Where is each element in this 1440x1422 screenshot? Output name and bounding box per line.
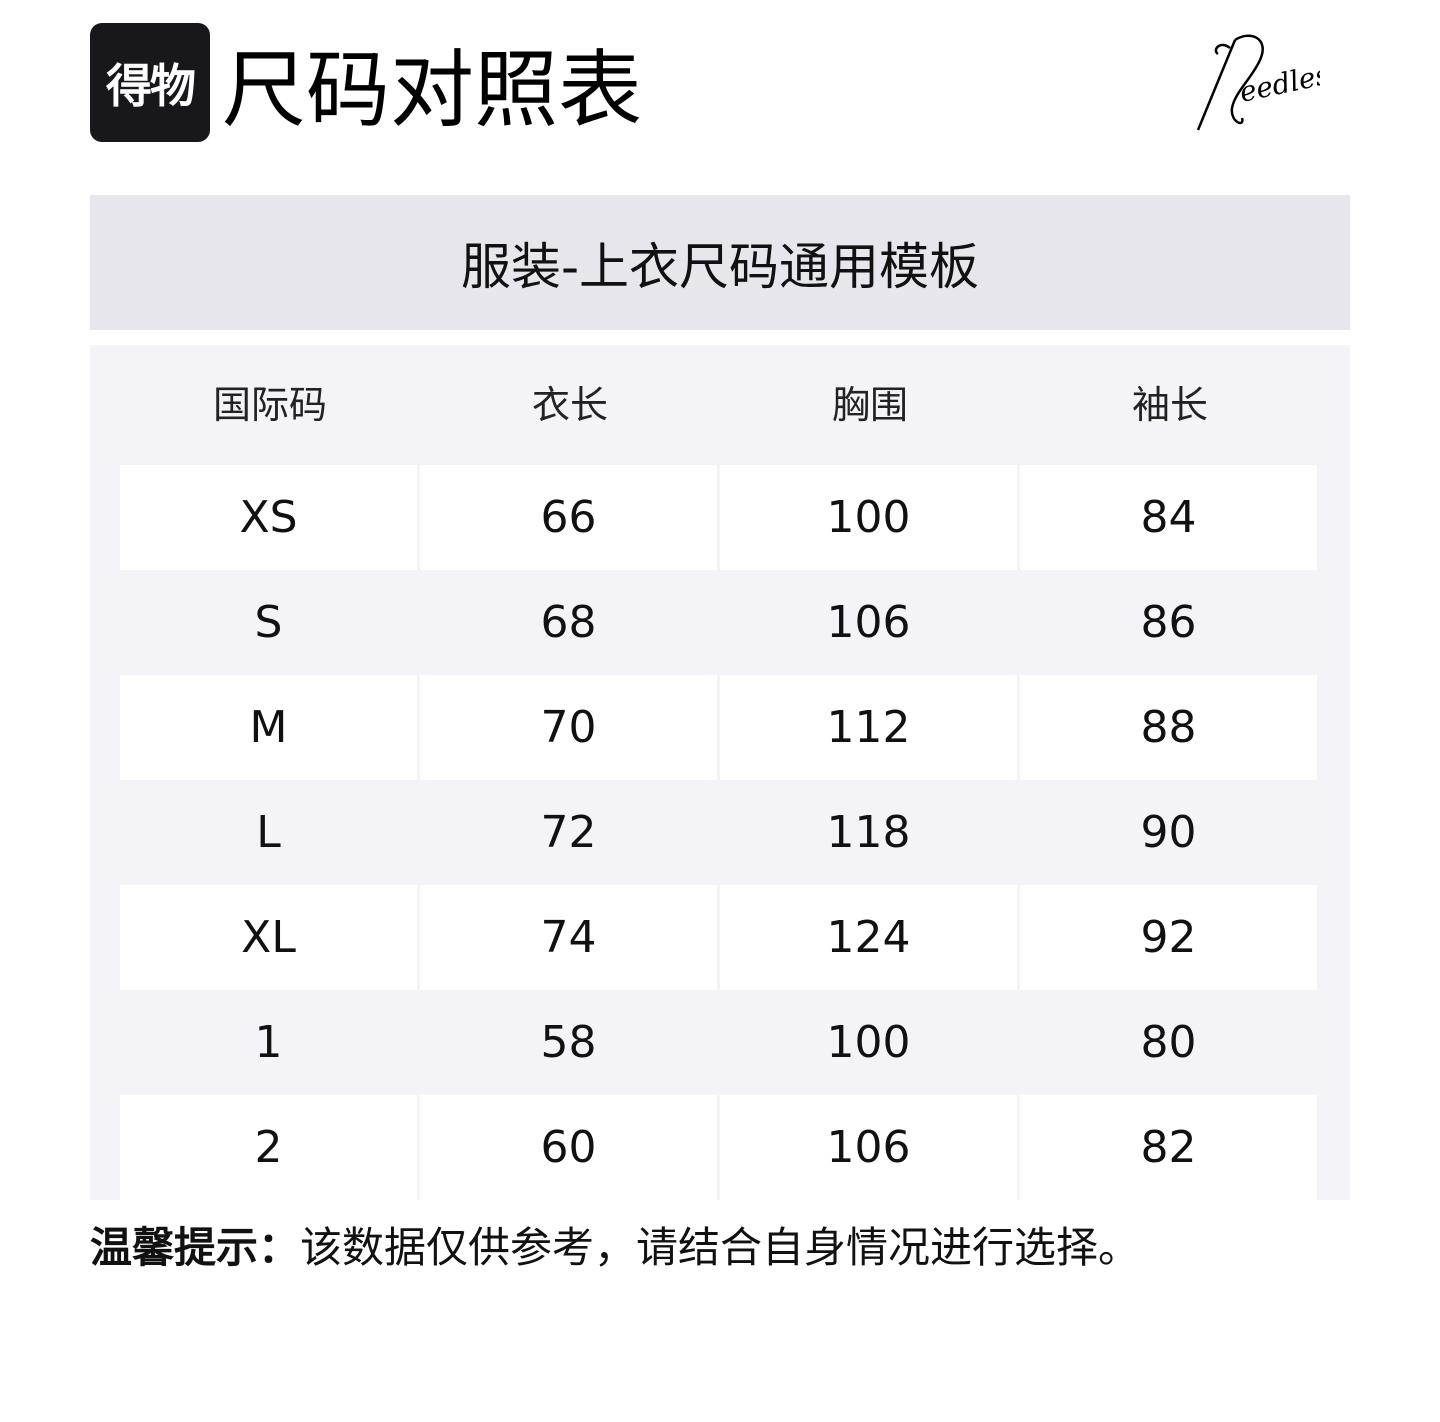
- table-cell: 2: [120, 1095, 417, 1200]
- table-row: 1 58 100 80: [120, 990, 1320, 1095]
- table-cell: 100: [720, 465, 1017, 570]
- table-header: 国际码 衣长 胸围 袖长: [120, 380, 1320, 430]
- size-table: 国际码 衣长 胸围 袖长 XS 66 100 84 S 68 106 86 M 70 112 88 L 7…: [90, 345, 1350, 1200]
- table-cell: 1: [254, 1017, 283, 1068]
- table-cell: 82: [1020, 1095, 1317, 1200]
- svg-text:eedles: eedles: [1237, 58, 1320, 109]
- table-cell: 112: [720, 675, 1017, 780]
- table-cell: 100: [826, 1017, 911, 1068]
- table-row: XS 66 100 84: [120, 465, 1320, 570]
- column-header: 胸围: [831, 383, 908, 427]
- table-row: L 72 118 90: [120, 780, 1320, 885]
- table-row: M 70 112 88: [120, 675, 1320, 780]
- table-cell: 60: [420, 1095, 717, 1200]
- footer-note: 温馨提示：该数据仅供参考，请结合自身情况进行选择。: [90, 1220, 1140, 1276]
- needles-brand-logo: eedles: [1196, 34, 1320, 131]
- table-cell: 106: [826, 597, 911, 648]
- table-cell: 70: [420, 675, 717, 780]
- table-cell: XL: [120, 885, 417, 990]
- footer-text: 该数据仅供参考，请结合自身情况进行选择。: [300, 1223, 1141, 1272]
- table-row: S 68 106 86: [120, 570, 1320, 675]
- column-header: 国际码: [212, 383, 327, 427]
- table-cell: 92: [1020, 885, 1317, 990]
- table-cell: 74: [420, 885, 717, 990]
- table-cell: XS: [120, 465, 417, 570]
- table-cell: L: [256, 807, 281, 858]
- table-cell: S: [254, 597, 283, 648]
- table-cell: 72: [540, 807, 597, 858]
- table-row: 2 60 106 82: [120, 1095, 1320, 1200]
- table-cell: 84: [1020, 465, 1317, 570]
- table-cell: 118: [826, 807, 911, 858]
- table-cell: 106: [720, 1095, 1017, 1200]
- table-cell: 66: [420, 465, 717, 570]
- table-row: XL 74 124 92: [120, 885, 1320, 990]
- table-cell: 124: [720, 885, 1017, 990]
- table-cell: 86: [1140, 597, 1197, 648]
- table-cell: 80: [1140, 1017, 1197, 1068]
- footer-label: 温馨提示：: [90, 1223, 301, 1272]
- table-cell: 58: [540, 1017, 597, 1068]
- table-cell: 90: [1140, 807, 1197, 858]
- table-cell: M: [120, 675, 417, 780]
- template-title: 服装-上衣尺码通用模板: [90, 195, 1350, 330]
- table-cell: 68: [540, 597, 597, 648]
- column-header: 袖长: [1131, 383, 1208, 427]
- column-header: 衣长: [531, 383, 608, 427]
- table-cell: 88: [1020, 675, 1317, 780]
- dewu-logo: 得物: [90, 23, 210, 142]
- page-title: 尺码对照表: [222, 41, 643, 139]
